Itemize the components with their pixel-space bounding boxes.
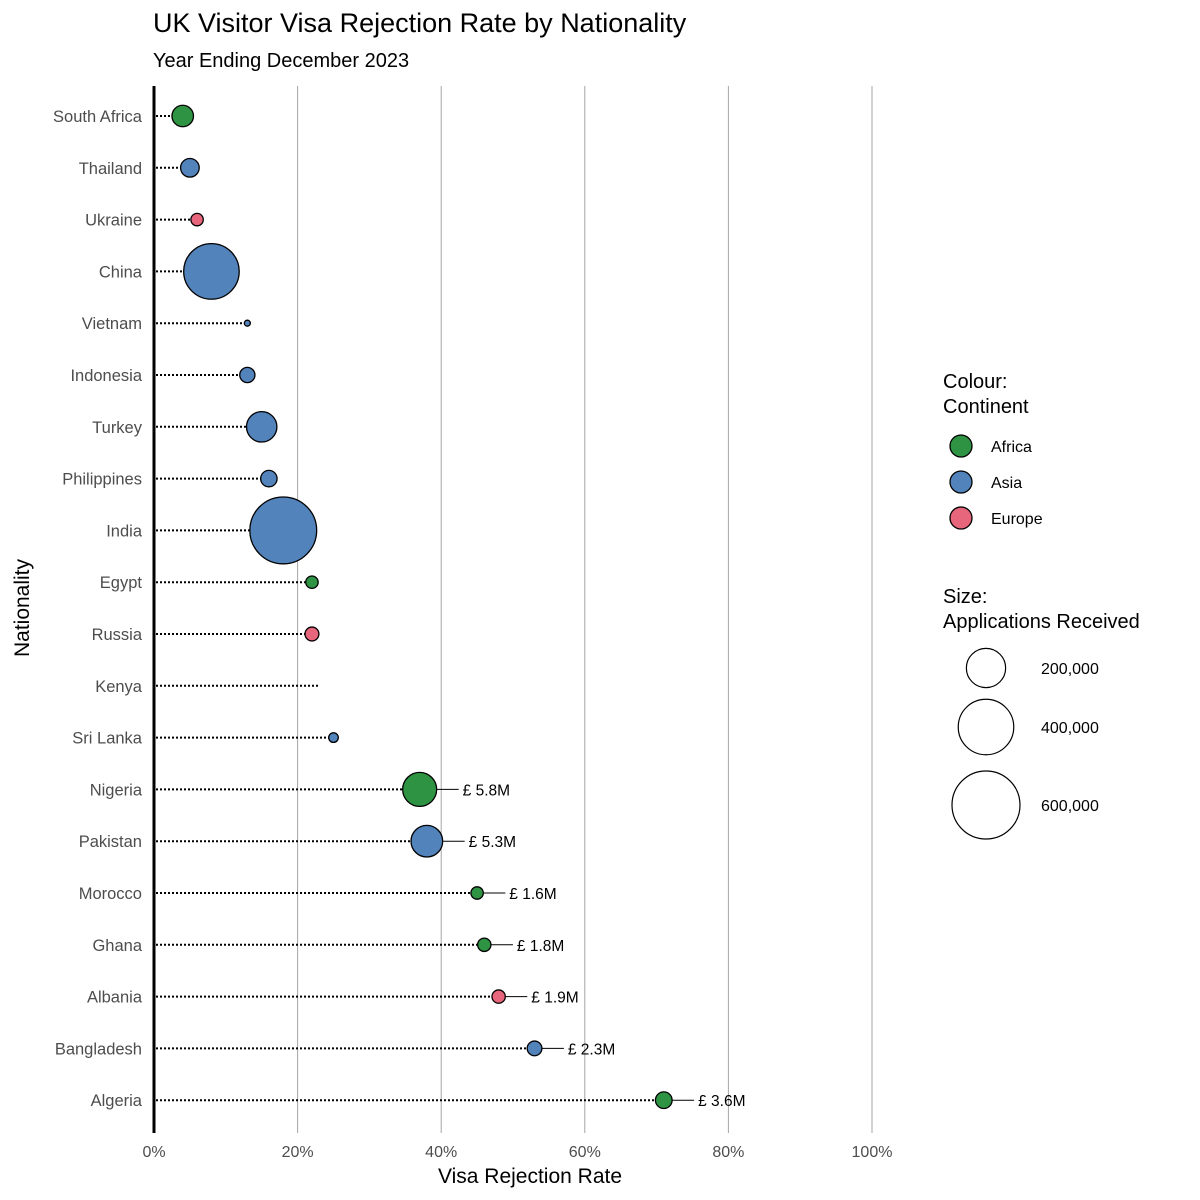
data-point <box>476 937 492 953</box>
legend-size-circle <box>965 647 1007 689</box>
legend-size-circle <box>951 770 1021 840</box>
cost-annotation: £ 1.6M <box>509 886 556 903</box>
x-tick-label: 0% <box>142 1144 165 1161</box>
x-axis-title: Visa Rejection Rate <box>438 1165 622 1188</box>
data-point <box>249 496 318 565</box>
y-axis-category-labels: South Africa Thailand Ukraine China Vietnam I… <box>53 108 143 1110</box>
category-label: Bangladesh <box>55 1040 142 1058</box>
legend-size-title-line1: Size: <box>943 586 987 608</box>
x-tick-label: 100% <box>852 1144 893 1161</box>
cost-annotation: £ 5.8M <box>463 782 510 799</box>
category-label: Russia <box>92 626 143 644</box>
data-point <box>260 469 278 488</box>
x-tick-label: 40% <box>425 1144 457 1161</box>
legend-size-title-line2: Applications Received <box>943 611 1140 633</box>
legend-size-circle <box>957 698 1015 756</box>
data-point <box>410 824 444 858</box>
category-label: Indonesia <box>70 367 142 385</box>
data-point <box>526 1040 543 1057</box>
gridlines <box>297 86 873 1133</box>
legend-colour-label: Africa <box>991 439 1032 456</box>
y-axis-title: Nationality <box>11 558 34 657</box>
x-tick-label: 80% <box>712 1144 744 1161</box>
x-tick-label: 60% <box>569 1144 601 1161</box>
data-point <box>243 319 251 327</box>
legend-colour-swatch <box>949 506 973 530</box>
category-label: Albania <box>87 989 143 1007</box>
data-point <box>245 410 278 443</box>
x-tick-label: 20% <box>282 1144 314 1161</box>
legend-colour-title-line2: Continent <box>943 396 1029 418</box>
legend-size-label: 600,000 <box>1041 798 1099 815</box>
category-label: India <box>106 522 143 540</box>
legend-size-label: 400,000 <box>1041 720 1099 737</box>
category-label: Morocco <box>79 885 142 903</box>
legend-size-label: 200,000 <box>1041 661 1099 678</box>
legend-colour-label: Asia <box>991 475 1022 492</box>
lollipop-lines <box>156 115 664 1102</box>
legend-colour-label: Europe <box>991 511 1043 528</box>
legend: Colour: Continent Africa Asia Europe Size:… <box>943 371 1140 840</box>
category-label: Philippines <box>62 471 142 489</box>
legend-colour-title-line1: Colour: <box>943 371 1007 393</box>
cost-annotation: £ 5.3M <box>469 834 516 851</box>
category-label: Pakistan <box>79 833 142 851</box>
data-point <box>304 626 320 642</box>
category-label: Kenya <box>95 678 143 696</box>
category-label: Ghana <box>92 937 142 955</box>
category-label: Vietnam <box>82 315 142 333</box>
category-label: Thailand <box>79 160 142 178</box>
data-point <box>470 886 484 900</box>
category-label: Ukraine <box>85 212 142 230</box>
category-label: South Africa <box>53 108 143 126</box>
data-point <box>305 575 319 590</box>
data-point <box>183 242 240 300</box>
cost-annotation: £ 1.9M <box>531 990 578 1007</box>
data-point <box>402 771 438 808</box>
data-point <box>239 366 256 384</box>
category-label: Turkey <box>92 419 143 437</box>
data-points <box>171 104 673 1110</box>
cost-annotations: £ 5.8M £ 5.3M £ 1.6M £ 1.8M £ 1.9M £ 2.3M £ 3.… <box>419 782 745 1110</box>
data-point <box>171 104 195 128</box>
data-point <box>328 732 339 744</box>
x-axis-ticks: 0% 20% 40% 60% 80% 100% <box>142 1144 892 1161</box>
data-point <box>179 157 200 178</box>
category-label: Nigeria <box>90 781 143 799</box>
data-point <box>190 212 204 227</box>
cost-annotation: £ 3.6M <box>698 1093 745 1110</box>
category-label: Algeria <box>91 1092 143 1110</box>
chart-title: UK Visitor Visa Rejection Rate by Nation… <box>153 8 687 38</box>
legend-colour-swatch <box>949 470 973 494</box>
legend-colour-swatch <box>949 434 973 458</box>
cost-annotation: £ 2.3M <box>568 1041 615 1058</box>
category-label: China <box>99 263 143 281</box>
category-label: Sri Lanka <box>72 730 143 748</box>
data-point <box>491 989 506 1004</box>
category-label: Egypt <box>100 574 143 592</box>
chart-subtitle: Year Ending December 2023 <box>153 50 409 72</box>
data-point <box>654 1091 673 1110</box>
cost-annotation: £ 1.8M <box>517 938 564 955</box>
